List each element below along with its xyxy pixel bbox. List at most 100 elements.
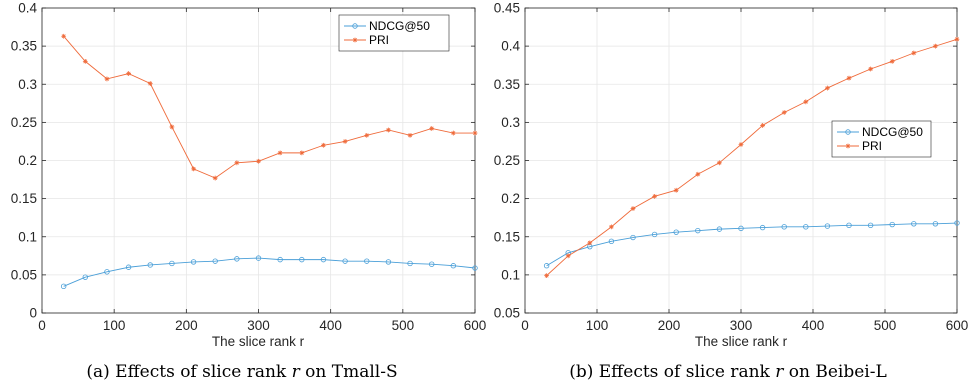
data-point — [760, 123, 765, 128]
data-point — [277, 256, 283, 263]
y-tick-label: 0.2 — [18, 153, 37, 168]
data-point — [651, 231, 658, 238]
chart-beibei-l: 0 100 200 300 400 500 600 0.05 0.1 0.15 0.2 0.25 0.3… — [494, 1, 969, 383]
x-axis-label-a: The slice rank r — [212, 334, 305, 349]
data-point — [364, 132, 370, 138]
data-point — [191, 166, 196, 172]
legend-label: NDCG@50 — [369, 19, 430, 33]
x-tick-label: 0 — [521, 318, 529, 333]
x-tick-label: 100 — [103, 318, 126, 333]
legend-marker — [352, 37, 358, 43]
data-point — [255, 255, 262, 261]
data-point — [630, 206, 636, 211]
data-point — [759, 224, 766, 231]
data-point — [868, 66, 873, 72]
data-point — [738, 142, 744, 147]
data-point — [82, 58, 88, 64]
series-line-pri — [546, 38, 958, 276]
x-tick-label: 200 — [658, 318, 681, 333]
data-point — [717, 160, 722, 166]
data-point — [652, 193, 657, 199]
caption-a: (a) Effects of slice rank r on Tmall-S — [86, 362, 397, 382]
data-point — [299, 256, 305, 263]
data-point — [932, 221, 939, 227]
series-line-pri — [63, 35, 475, 179]
data-point — [126, 71, 131, 76]
x-tick-label: 300 — [730, 318, 753, 333]
y-tick-label: 0.45 — [494, 1, 520, 16]
data-point — [587, 240, 593, 246]
y-tick-label: 0.15 — [494, 229, 520, 244]
data-point — [169, 260, 175, 267]
data-point — [234, 256, 240, 262]
data-point — [169, 124, 175, 130]
x-tick-label: 400 — [802, 318, 825, 333]
data-point — [803, 99, 809, 105]
data-point — [825, 85, 830, 91]
data-point — [429, 126, 435, 131]
data-point — [846, 75, 852, 81]
data-point — [234, 160, 240, 166]
data-point — [342, 139, 348, 144]
data-point — [803, 224, 809, 230]
data-point — [450, 130, 456, 136]
data-point — [472, 130, 478, 136]
data-point — [846, 222, 852, 229]
data-point — [147, 81, 153, 86]
x-tick-label: 200 — [175, 318, 198, 333]
x-tick-label: 300 — [247, 318, 270, 333]
data-point — [61, 33, 67, 39]
data-point — [609, 224, 614, 230]
chart-tmall-s: 0 100 200 300 400 500 600 0 0.05 0.1 0.15 0.2 0.25 0.… — [11, 1, 487, 383]
series-b — [543, 36, 960, 279]
data-point — [386, 127, 391, 133]
y-tick-label: 0.1 — [18, 229, 37, 244]
data-point — [716, 226, 723, 232]
y-tick-label: 0.15 — [11, 191, 37, 206]
legend-label: PRI — [369, 33, 389, 47]
series-line-ndcg-50 — [63, 257, 476, 287]
y-tick-label: 0.4 — [501, 39, 520, 54]
x-tick-label: 500 — [874, 318, 897, 333]
caption-a-var: r — [292, 362, 301, 382]
data-point — [190, 259, 197, 265]
data-point — [407, 260, 413, 267]
data-point — [407, 132, 413, 138]
data-point — [565, 253, 571, 259]
legend-marker — [845, 129, 851, 135]
data-point — [543, 263, 550, 269]
y-tick-label: 0.2 — [501, 191, 520, 206]
data-point — [889, 221, 895, 228]
legend-marker — [845, 143, 851, 149]
data-point — [954, 36, 960, 42]
legend-box-b — [831, 120, 932, 158]
y-tick-label: 0.3 — [501, 115, 520, 130]
data-point — [147, 262, 153, 268]
legend-marker — [352, 23, 358, 29]
y-tick-label: 0.05 — [494, 306, 520, 321]
data-point — [212, 258, 218, 264]
data-point — [933, 43, 938, 49]
caption-b-prefix: (b) Effects of slice rank — [569, 362, 775, 382]
data-point — [738, 225, 744, 232]
y-tick-label: 0.35 — [11, 39, 37, 54]
x-tick-label: 600 — [464, 318, 487, 333]
data-point — [104, 269, 110, 275]
data-point — [342, 258, 348, 264]
caption-a-prefix: (a) Effects of slice rank — [86, 362, 291, 382]
data-point — [911, 50, 917, 56]
caption-a-suffix: on Tmall-S — [300, 362, 398, 382]
data-point — [82, 274, 88, 280]
legend-box-a — [338, 14, 450, 52]
data-point — [299, 150, 305, 156]
legend-label: PRI — [862, 139, 882, 153]
grid-b — [524, 7, 958, 314]
data-point — [429, 261, 435, 267]
data-point — [277, 150, 283, 156]
data-point — [673, 187, 679, 193]
data-point — [320, 256, 327, 263]
data-point — [630, 234, 636, 241]
ticks-a: 0 100 200 300 400 500 600 0 0.05 0.1 0.15 0.2 0.25 0.… — [11, 1, 487, 334]
